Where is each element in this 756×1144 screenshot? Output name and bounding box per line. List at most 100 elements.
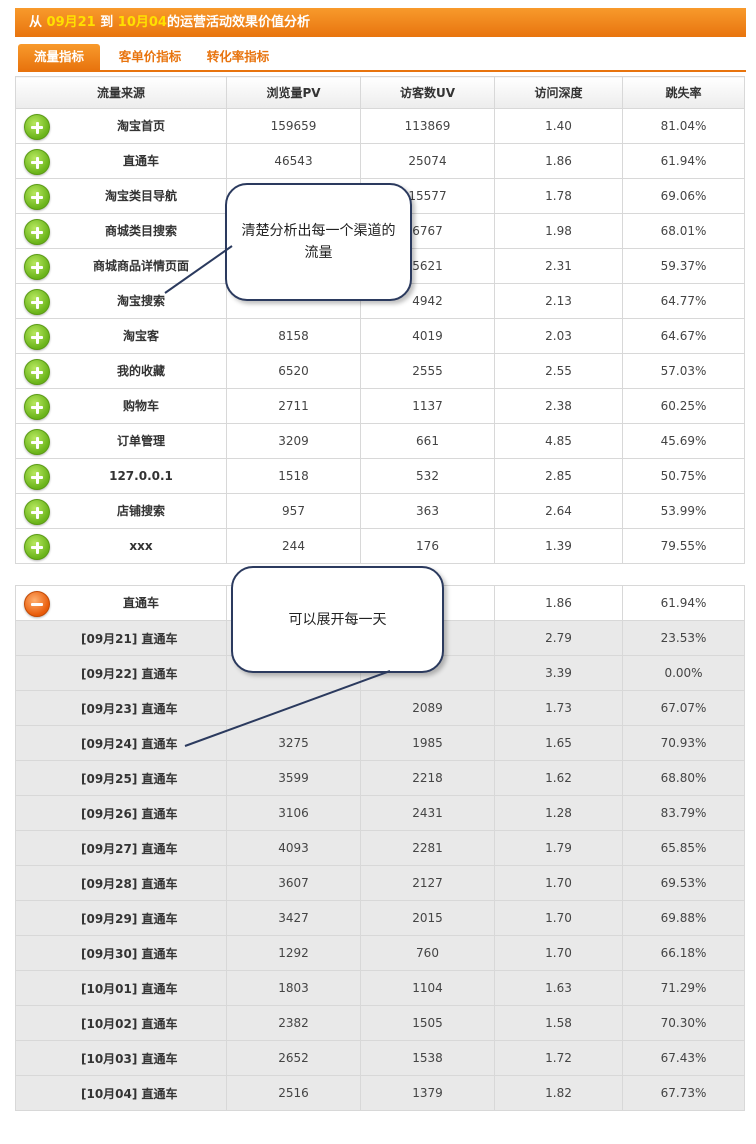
- collapse-minus-icon[interactable]: [24, 591, 50, 617]
- daily-row[interactable]: [09月25] 直通车 3599 2218 1.62 68.80%: [15, 760, 745, 796]
- uv-cell: 1985: [360, 725, 495, 761]
- depth-cell: 1.39: [494, 528, 623, 564]
- title-start-date: 09月21: [46, 15, 96, 30]
- bounce-cell: 66.18%: [622, 935, 745, 971]
- col-header-source[interactable]: 流量来源: [15, 76, 227, 109]
- bounce-cell: 81.04%: [622, 108, 745, 144]
- depth-cell: 1.63: [494, 970, 623, 1006]
- depth-cell: 2.03: [494, 318, 623, 354]
- expand-plus-icon[interactable]: [24, 219, 50, 245]
- expand-plus-icon[interactable]: [24, 149, 50, 175]
- pv-cell: 8158: [226, 318, 361, 354]
- daily-row[interactable]: [09月30] 直通车 1292 760 1.70 66.18%: [15, 935, 745, 971]
- pv-cell: 4093: [226, 830, 361, 866]
- uv-cell: 363: [360, 493, 495, 529]
- expand-plus-icon[interactable]: [24, 324, 50, 350]
- col-header-uv[interactable]: 访客数UV: [360, 76, 495, 109]
- daily-row[interactable]: [09月29] 直通车 3427 2015 1.70 69.88%: [15, 900, 745, 936]
- bounce-cell: 50.75%: [622, 458, 745, 494]
- daily-row[interactable]: [10月01] 直通车 1803 1104 1.63 71.29%: [15, 970, 745, 1006]
- source-cell: 订单管理: [15, 423, 227, 459]
- source-cell: 我的收藏: [15, 353, 227, 389]
- expand-plus-icon[interactable]: [24, 394, 50, 420]
- uv-cell: 2218: [360, 760, 495, 796]
- expand-plus-icon[interactable]: [24, 184, 50, 210]
- daily-row[interactable]: [09月26] 直通车 3106 2431 1.28 83.79%: [15, 795, 745, 831]
- daily-row[interactable]: [10月02] 直通车 2382 1505 1.58 70.30%: [15, 1005, 745, 1041]
- source-cell: 店铺搜索: [15, 493, 227, 529]
- daily-row[interactable]: [09月23] 直通车 2089 1.73 67.07%: [15, 690, 745, 726]
- tab-underline: [18, 70, 746, 72]
- traffic-table: 流量来源 浏览量PV 访客数UV 访问深度 跳失率 淘宝首页 159659 1138…: [15, 76, 745, 564]
- bounce-cell: 70.93%: [622, 725, 745, 761]
- pv-cell: 2711: [226, 388, 361, 424]
- table-row[interactable]: 店铺搜索 957 363 2.64 53.99%: [15, 493, 745, 529]
- expand-plus-icon[interactable]: [24, 534, 50, 560]
- expand-plus-icon[interactable]: [24, 499, 50, 525]
- source-label: [09月30] 直通车: [15, 935, 227, 971]
- expand-plus-icon[interactable]: [24, 254, 50, 280]
- pv-cell: [226, 690, 361, 726]
- daily-row[interactable]: [09月28] 直通车 3607 2127 1.70 69.53%: [15, 865, 745, 901]
- table-row[interactable]: xxx 244 176 1.39 79.55%: [15, 528, 745, 564]
- table-row[interactable]: 直通车 46543 25074 1.86 61.94%: [15, 143, 745, 179]
- table-row[interactable]: 订单管理 3209 661 4.85 45.69%: [15, 423, 745, 459]
- pv-cell: 3106: [226, 795, 361, 831]
- bounce-cell: 64.67%: [622, 318, 745, 354]
- col-header-bounce[interactable]: 跳失率: [622, 76, 745, 109]
- daily-row[interactable]: [10月03] 直通车 2652 1538 1.72 67.43%: [15, 1040, 745, 1076]
- source-label: 购物车: [122, 399, 159, 413]
- pv-cell: 1292: [226, 935, 361, 971]
- depth-cell: 1.73: [494, 690, 623, 726]
- tab-traffic[interactable]: 流量指标: [18, 44, 100, 70]
- bounce-cell: 45.69%: [622, 423, 745, 459]
- table-row[interactable]: 127.0.0.1 1518 532 2.85 50.75%: [15, 458, 745, 494]
- pv-cell: 2382: [226, 1005, 361, 1041]
- pv-cell: 159659: [226, 108, 361, 144]
- expand-plus-icon[interactable]: [24, 114, 50, 140]
- table-row[interactable]: 购物车 2711 1137 2.38 60.25%: [15, 388, 745, 424]
- table-header-row: 流量来源 浏览量PV 访客数UV 访问深度 跳失率: [15, 76, 745, 109]
- daily-row[interactable]: [09月27] 直通车 4093 2281 1.79 65.85%: [15, 830, 745, 866]
- uv-cell: 113869: [360, 108, 495, 144]
- source-label: 商城类目搜索: [104, 224, 177, 238]
- depth-cell: 4.85: [494, 423, 623, 459]
- source-cell: 淘宝搜索: [15, 283, 227, 319]
- expand-plus-icon[interactable]: [24, 464, 50, 490]
- source-label: 订单管理: [116, 434, 165, 448]
- uv-cell: 1137: [360, 388, 495, 424]
- uv-cell: 1538: [360, 1040, 495, 1076]
- table-row[interactable]: 我的收藏 6520 2555 2.55 57.03%: [15, 353, 745, 389]
- col-header-pv[interactable]: 浏览量PV: [226, 76, 361, 109]
- uv-cell: 1505: [360, 1005, 495, 1041]
- tab-conversion[interactable]: 转化率指标: [206, 49, 270, 64]
- uv-cell: 2431: [360, 795, 495, 831]
- tab-avg-order-value[interactable]: 客单价指标: [118, 49, 182, 64]
- pv-cell: 1803: [226, 970, 361, 1006]
- daily-row[interactable]: [10月04] 直通车 2516 1379 1.82 67.73%: [15, 1075, 745, 1111]
- daily-row[interactable]: [09月24] 直通车 3275 1985 1.65 70.93%: [15, 725, 745, 761]
- uv-cell: 1104: [360, 970, 495, 1006]
- source-cell: 淘宝类目导航: [15, 178, 227, 214]
- bounce-cell: 64.77%: [622, 283, 745, 319]
- pv-cell: 6520: [226, 353, 361, 389]
- expand-plus-icon[interactable]: [24, 359, 50, 385]
- source-label: [09月27] 直通车: [15, 830, 227, 866]
- depth-cell: 1.40: [494, 108, 623, 144]
- table-row[interactable]: 淘宝客 8158 4019 2.03 64.67%: [15, 318, 745, 354]
- uv-cell: 4019: [360, 318, 495, 354]
- bounce-cell: 68.01%: [622, 213, 745, 249]
- table-row[interactable]: 淘宝搜索 4942 2.13 64.77%: [15, 283, 745, 319]
- depth-cell: 1.72: [494, 1040, 623, 1076]
- source-label: [09月21] 直通车: [15, 620, 227, 656]
- source-label: xxx: [129, 539, 153, 553]
- expand-plus-icon[interactable]: [24, 429, 50, 455]
- expand-plus-icon[interactable]: [24, 289, 50, 315]
- table-row[interactable]: 淘宝首页 159659 113869 1.40 81.04%: [15, 108, 745, 144]
- pv-cell: 957: [226, 493, 361, 529]
- col-header-depth[interactable]: 访问深度: [494, 76, 623, 109]
- bounce-cell: 67.07%: [622, 690, 745, 726]
- source-cell: 购物车: [15, 388, 227, 424]
- uv-cell: 25074: [360, 143, 495, 179]
- bounce-cell: 68.80%: [622, 760, 745, 796]
